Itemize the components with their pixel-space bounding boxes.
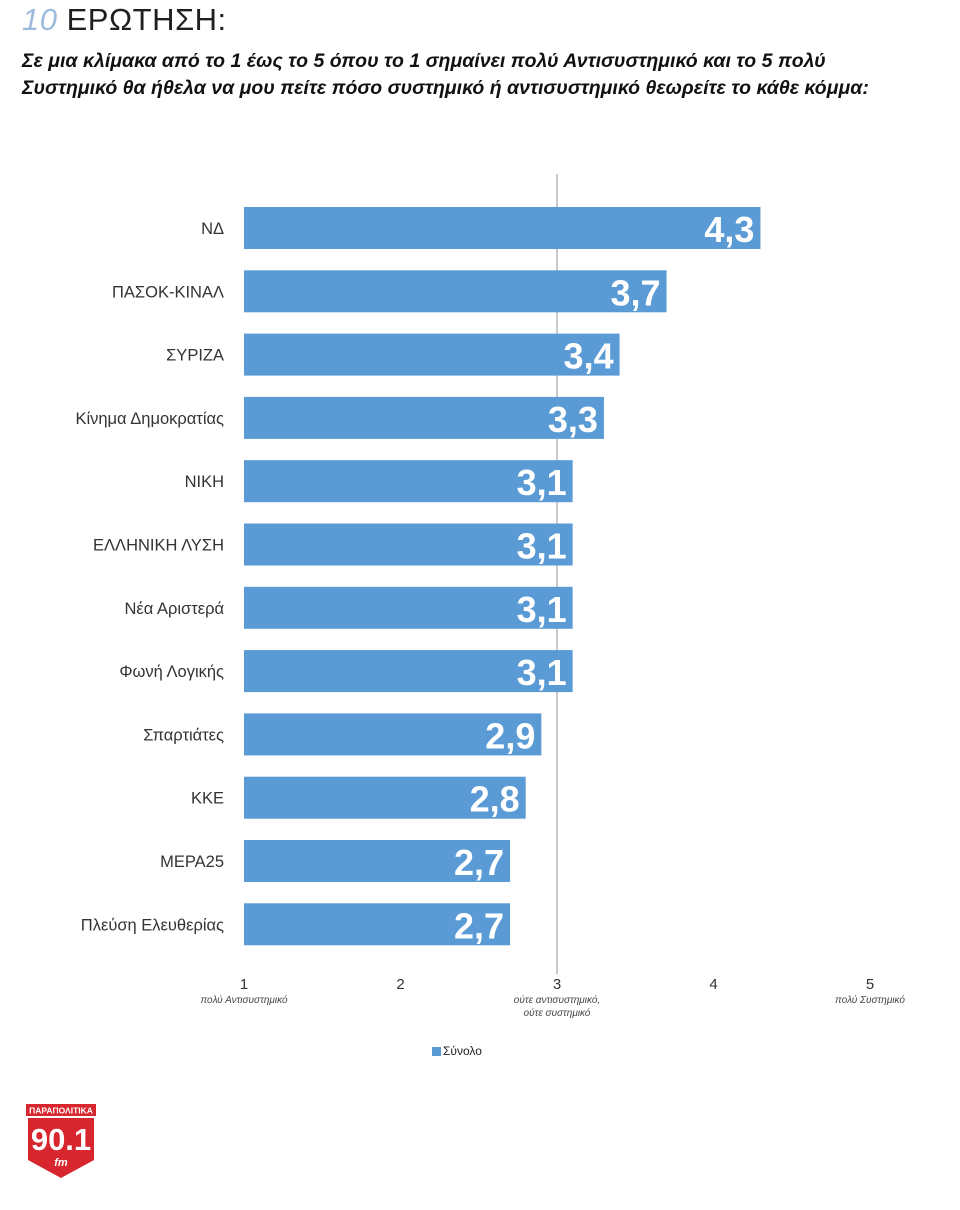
bar-value-label: 3,4 bbox=[564, 336, 614, 377]
bar bbox=[244, 650, 573, 693]
bar-value-label: 3,1 bbox=[517, 462, 567, 503]
bar bbox=[244, 840, 511, 882]
category-label: ΚΚΕ bbox=[191, 790, 224, 808]
category-label: ΠΑΣΟΚ-ΚΙΝΑΛ bbox=[112, 283, 224, 301]
x-tick-label: 1 bbox=[240, 976, 248, 993]
category-label: ΝΔ bbox=[201, 220, 224, 238]
category-label: ΜΕΡΑ25 bbox=[160, 853, 224, 871]
bar-value-label: 2,7 bbox=[454, 905, 504, 946]
x-tick-sublabel: ούτε συστημικό bbox=[524, 1007, 591, 1019]
bar-value-label: 3,3 bbox=[548, 399, 598, 440]
chart-legend: Σύνολο bbox=[432, 1044, 482, 1058]
logo-shield bbox=[28, 1118, 94, 1178]
category-label: ΣΥΡΙΖΑ bbox=[166, 347, 224, 365]
bar-value-label: 2,8 bbox=[470, 779, 520, 820]
bar bbox=[244, 207, 761, 249]
x-tick-label: 2 bbox=[396, 976, 404, 993]
bar bbox=[244, 713, 542, 756]
bar-value-label: 3,1 bbox=[517, 652, 567, 693]
bar-value-label: 3,1 bbox=[517, 589, 567, 630]
category-label: Πλεύση Ελευθερίας bbox=[81, 916, 224, 934]
x-tick-sublabel: πολύ Αντισυστημικό bbox=[200, 994, 288, 1006]
bar-value-label: 3,7 bbox=[611, 272, 661, 313]
category-label: ΝΙΚΗ bbox=[185, 473, 224, 491]
category-label: Σπαρτιάτες bbox=[143, 726, 224, 744]
bar bbox=[244, 586, 573, 629]
radio-logo: ΠΑΡΑΠΟΛΙΤΙΚΑ 90.1 fm bbox=[26, 1104, 96, 1178]
x-tick-sublabel: ούτε αντισυστημικό, bbox=[514, 994, 600, 1006]
x-tick-label: 4 bbox=[709, 976, 717, 993]
legend-label: Σύνολο bbox=[443, 1044, 482, 1058]
question-number: 10 bbox=[22, 2, 58, 37]
logo-sub-text: fm bbox=[54, 1157, 68, 1169]
logo-top-text: ΠΑΡΑΠΟΛΙΤΙΚΑ bbox=[29, 1106, 93, 1116]
question-word: ΕΡΩΤΗΣΗ: bbox=[66, 2, 227, 37]
x-tick-sublabel: πολύ Συστημικό bbox=[835, 994, 905, 1006]
bar-value-label: 4,3 bbox=[704, 209, 754, 250]
legend-swatch bbox=[432, 1046, 441, 1056]
x-tick-label: 3 bbox=[553, 976, 561, 993]
bar bbox=[244, 776, 526, 819]
bar bbox=[244, 523, 573, 566]
category-label: Νέα Αριστερά bbox=[124, 600, 224, 618]
logo-main-text: 90.1 bbox=[31, 1122, 91, 1157]
bar bbox=[244, 333, 620, 376]
category-label: Κίνημα Δημοκρατίας bbox=[75, 410, 224, 428]
logo-top-band bbox=[26, 1104, 96, 1116]
x-tick-label: 5 bbox=[866, 976, 874, 993]
bar bbox=[244, 270, 667, 313]
category-label: Φωνή Λογικής bbox=[119, 663, 224, 681]
bar bbox=[244, 396, 604, 439]
question-text: Σε μια κλίμακα από το 1 έως το 5 όπου το… bbox=[22, 50, 869, 99]
bar-value-label: 3,1 bbox=[517, 526, 567, 567]
header: 10 ΕΡΩΤΗΣΗ: Σε μια κλίμακα από το 1 έως … bbox=[22, 2, 942, 102]
bar-chart: 4,3 ΝΔ 3,7 ΠΑΣΟΚ-ΚΙΝΑΛ 3,4 ΣΥΡΙΖΑ 3,3 Κίνημα Δη… bbox=[75, 174, 905, 1019]
bar-value-label: 2,7 bbox=[454, 842, 504, 883]
bar bbox=[244, 460, 573, 503]
question-title: 10 ΕΡΩΤΗΣΗ: bbox=[22, 2, 942, 38]
category-label: ΕΛΛΗΝΙΚΗ ΛΥΣΗ bbox=[93, 537, 224, 555]
bar bbox=[244, 903, 511, 946]
bar-value-label: 2,9 bbox=[485, 715, 535, 756]
